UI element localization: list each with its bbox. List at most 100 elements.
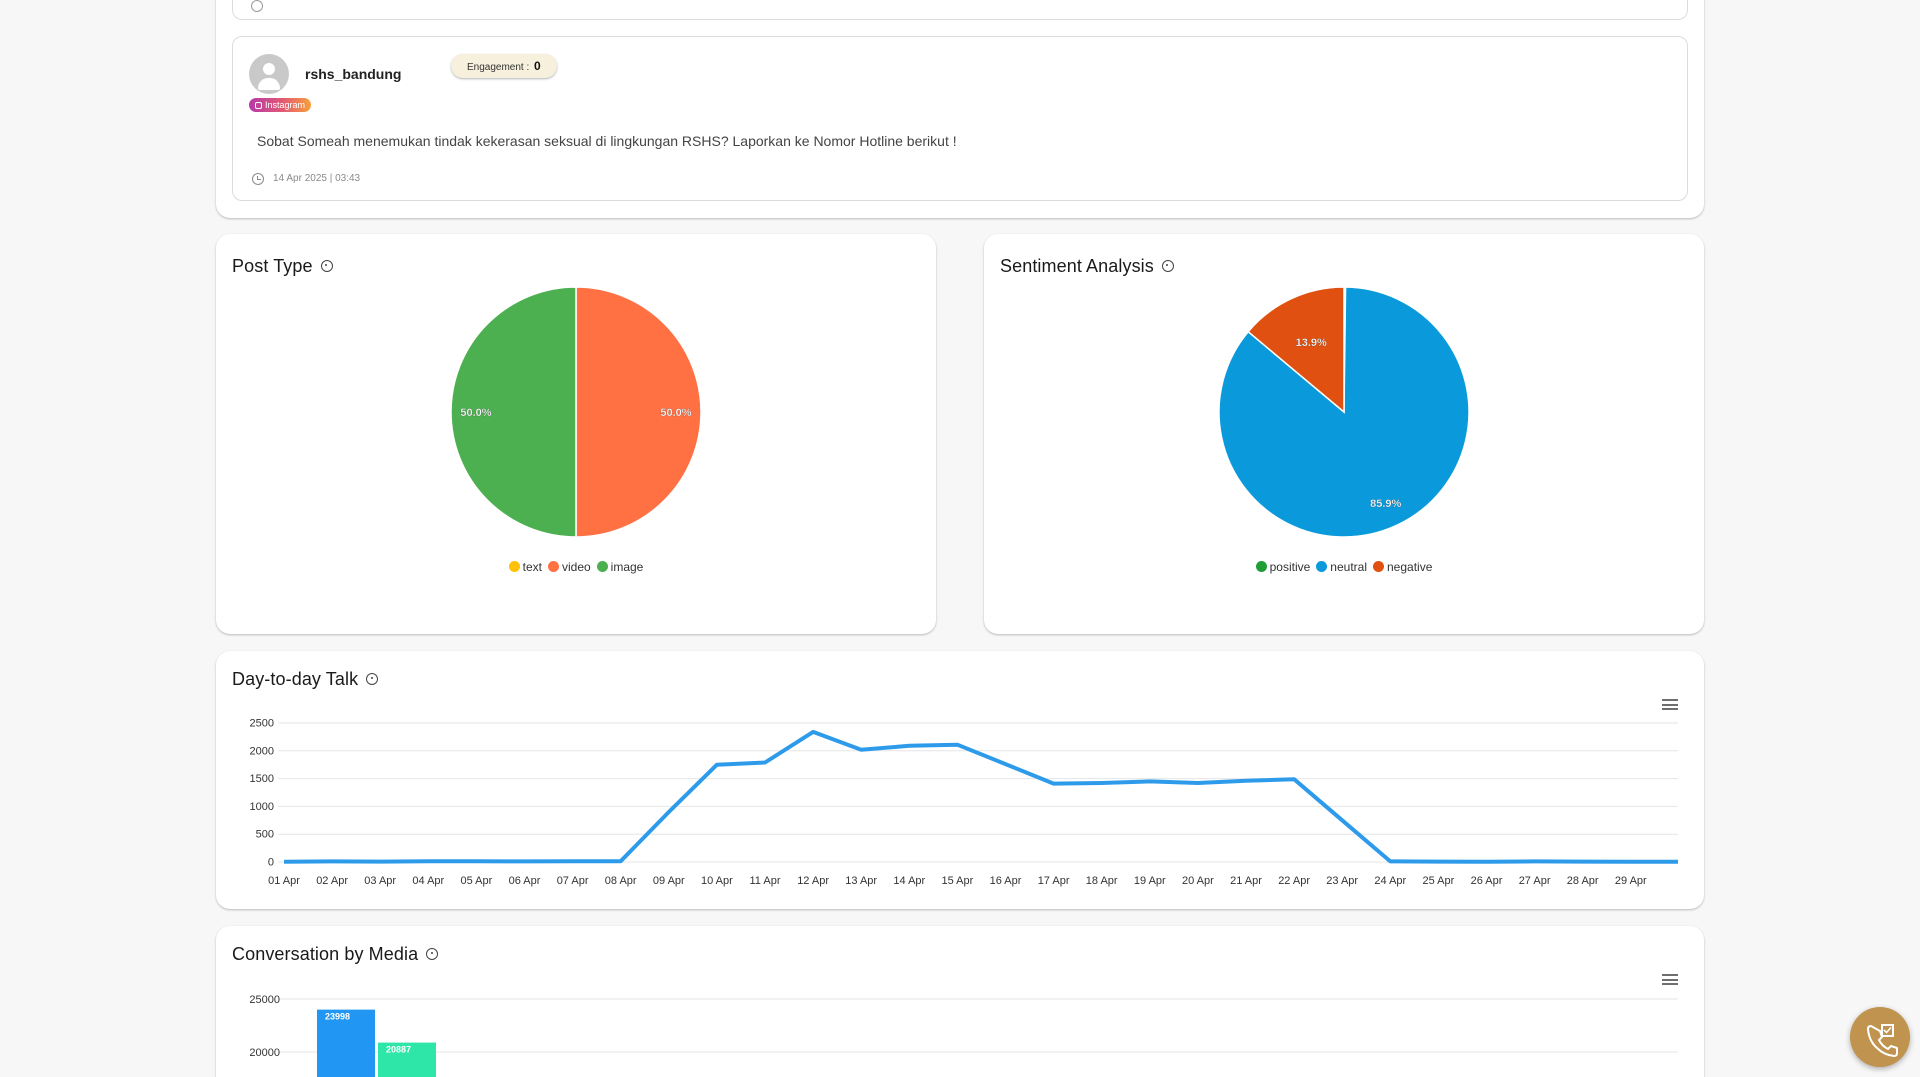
x-tick-label: 09 Apr bbox=[653, 875, 685, 887]
legend-marker bbox=[508, 561, 520, 572]
legend-marker bbox=[1255, 561, 1267, 572]
call-button[interactable] bbox=[1850, 1007, 1910, 1067]
pie-data-label-video: 50.0% bbox=[660, 407, 691, 419]
day-to-day-talk-card: Day-to-day Talk 0 500 1000 1500 2000 2500 01 A… bbox=[216, 651, 1704, 909]
avatar-icon bbox=[249, 54, 289, 94]
bar-2[interactable] bbox=[378, 1042, 436, 1077]
platform-badge: Instagram bbox=[249, 98, 312, 112]
recent-posts-card: rshs_bandung Engagement : 0 Instagram So… bbox=[216, 0, 1704, 218]
chart-menu-icon[interactable] bbox=[1662, 699, 1678, 710]
legend-item-positive[interactable]: positive bbox=[1255, 560, 1311, 574]
pie-data-label-negative: 13.9% bbox=[1296, 337, 1327, 349]
y-tick-label: 2000 bbox=[250, 745, 274, 757]
x-tick-label: 11 Apr bbox=[750, 875, 781, 887]
legend-marker bbox=[596, 561, 608, 572]
legend-item-image[interactable]: image bbox=[596, 560, 644, 574]
platform-label: Instagram bbox=[265, 100, 306, 110]
y-tick-label: 20000 bbox=[249, 1047, 280, 1059]
post-username: rshs_bandung bbox=[305, 66, 402, 82]
bar-1[interactable] bbox=[317, 1009, 375, 1077]
clock-icon bbox=[251, 0, 263, 12]
post-type-pie-chart: 50.0% 50.0% bbox=[450, 286, 702, 538]
post-type-legend: text video image bbox=[216, 560, 936, 574]
x-tick-label: 06 Apr bbox=[509, 875, 541, 887]
y-tick-label: 1500 bbox=[250, 773, 274, 785]
post-type-title-text: Post Type bbox=[232, 256, 313, 276]
phone-call-icon bbox=[1867, 1024, 1898, 1057]
y-tick-label: 1000 bbox=[250, 801, 274, 813]
y-tick-label: 500 bbox=[256, 829, 274, 841]
x-tick-label: 26 Apr bbox=[1471, 875, 1503, 887]
engagement-value: 0 bbox=[534, 59, 541, 73]
x-tick-label: 13 Apr bbox=[845, 875, 877, 887]
post-text: Sobat Someah menemukan tindak kekerasan … bbox=[257, 133, 957, 149]
pie-slice-negative[interactable] bbox=[1247, 286, 1345, 414]
legend-item-negative[interactable]: negative bbox=[1373, 560, 1432, 574]
x-tick-label: 25 Apr bbox=[1422, 875, 1454, 887]
sentiment-title-text: Sentiment Analysis bbox=[1000, 256, 1154, 276]
talk-title-text: Day-to-day Talk bbox=[232, 669, 359, 689]
chart-menu-icon[interactable] bbox=[1662, 974, 1678, 985]
y-tick-label: 2500 bbox=[250, 718, 274, 730]
x-tick-label: 19 Apr bbox=[1134, 875, 1166, 887]
legend-marker bbox=[1373, 561, 1384, 572]
x-tick-label: 22 Apr bbox=[1278, 875, 1310, 887]
legend-label: text bbox=[522, 560, 542, 574]
x-tick-label: 17 Apr bbox=[1038, 875, 1070, 887]
post-type-title: Post Type bbox=[232, 256, 333, 277]
legend-item-video[interactable]: video bbox=[547, 560, 591, 574]
x-tick-label: 24 Apr bbox=[1374, 875, 1406, 887]
x-tick-label: 10 Apr bbox=[701, 875, 733, 887]
x-tick-label: 29 Apr bbox=[1615, 875, 1647, 887]
x-tick-label: 18 Apr bbox=[1086, 875, 1118, 887]
y-tick-label: 25000 bbox=[249, 994, 280, 1006]
legend-item-neutral[interactable]: neutral bbox=[1316, 560, 1367, 574]
bar-data-label: 23998 bbox=[325, 1012, 350, 1022]
pie-data-label-neutral: 85.9% bbox=[1370, 498, 1401, 510]
media-title-text: Conversation by Media bbox=[232, 944, 419, 964]
x-tick-label: 16 Apr bbox=[990, 875, 1022, 887]
y-tick-label: 0 bbox=[268, 857, 274, 869]
legend-label: neutral bbox=[1330, 560, 1367, 574]
pie-slice-image[interactable] bbox=[450, 286, 577, 538]
x-tick-label: 07 Apr bbox=[557, 875, 589, 887]
x-tick-label: 28 Apr bbox=[1567, 875, 1599, 887]
sentiment-title: Sentiment Analysis bbox=[1000, 256, 1174, 277]
post-timestamp: 14 Apr 2025 | 03:43 bbox=[273, 173, 361, 184]
bar-data-label: 20887 bbox=[386, 1045, 411, 1055]
day-to-day-talk-line-chart: 0 500 1000 1500 2000 2500 01 Apr 02 Apr 03 Apr 04… bbox=[250, 718, 1678, 887]
x-tick-label: 23 Apr bbox=[1326, 875, 1358, 887]
x-tick-label: 03 Apr bbox=[364, 875, 396, 887]
media-title: Conversation by Media bbox=[232, 944, 439, 965]
x-tick-label: 08 Apr bbox=[605, 875, 637, 887]
engagement-label: Engagement : bbox=[467, 62, 530, 73]
info-icon[interactable] bbox=[366, 672, 379, 685]
legend-marker bbox=[547, 561, 559, 572]
previous-post-item[interactable] bbox=[232, 0, 1688, 20]
post-item[interactable]: rshs_bandung Engagement : 0 Instagram So… bbox=[232, 36, 1688, 201]
series-line[interactable] bbox=[283, 729, 1678, 864]
info-icon[interactable] bbox=[320, 259, 333, 272]
pie-slice-video[interactable] bbox=[575, 286, 702, 538]
info-icon[interactable] bbox=[1161, 259, 1174, 272]
post-type-card: Post Type 50.0% 50.0% text video image bbox=[216, 234, 936, 634]
x-tick-label: 20 Apr bbox=[1182, 875, 1214, 887]
x-tick-label: 21 Apr bbox=[1230, 875, 1262, 887]
legend-label: video bbox=[561, 560, 591, 574]
engagement-badge: Engagement : 0 bbox=[451, 54, 557, 78]
sentiment-analysis-card: Sentiment Analysis 85.9% 13.9% positive ne… bbox=[984, 234, 1704, 634]
x-tick-label: 27 Apr bbox=[1519, 875, 1551, 887]
legend-marker bbox=[1316, 561, 1328, 572]
conversation-by-media-bar-chart: 20000 25000 23998 20887 bbox=[249, 994, 1678, 1077]
sentiment-legend: positive neutral negative bbox=[984, 560, 1704, 574]
sentiment-pie-chart: 85.9% 13.9% bbox=[1218, 286, 1470, 538]
pie-data-label-image: 50.0% bbox=[460, 407, 491, 419]
x-tick-label: 15 Apr bbox=[941, 875, 973, 887]
talk-title: Day-to-day Talk bbox=[232, 669, 379, 690]
legend-label: image bbox=[610, 560, 644, 574]
legend-item-text[interactable]: text bbox=[508, 560, 542, 574]
x-tick-label: 05 Apr bbox=[460, 875, 492, 887]
info-icon[interactable] bbox=[426, 947, 439, 960]
conversation-by-media-card: Conversation by Media 20000 25000 23998 208… bbox=[216, 926, 1704, 1077]
legend-label: positive bbox=[1269, 560, 1311, 574]
